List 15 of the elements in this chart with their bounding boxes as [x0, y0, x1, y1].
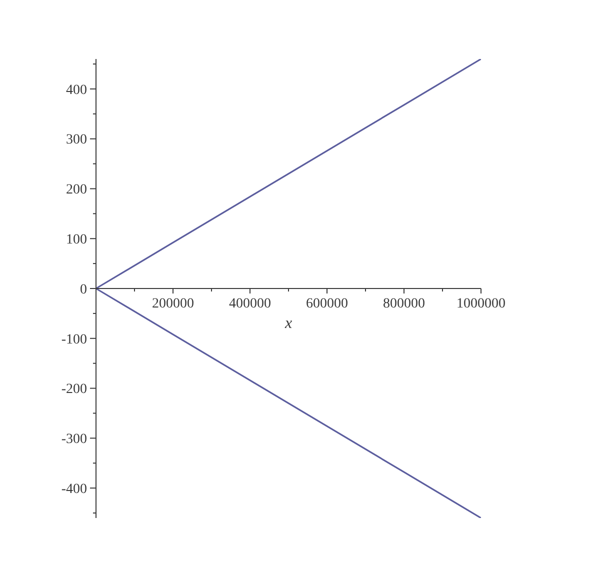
y-tick-label: 300	[66, 132, 87, 148]
y-tick-label: 400	[66, 82, 87, 98]
x-tick-label: 600000	[306, 296, 348, 312]
x-tick-label: 800000	[383, 296, 425, 312]
y-tick-label: 100	[66, 232, 87, 248]
x-tick-label: 200000	[152, 296, 194, 312]
y-tick-label: -200	[61, 382, 87, 398]
y-tick-label: -300	[61, 432, 87, 448]
y-tick-label: 200	[66, 182, 87, 198]
x-axis-title: x	[284, 315, 292, 332]
y-tick-label: -100	[61, 332, 87, 348]
y-tick-label: -400	[61, 482, 87, 497]
x-tick-label: 1000000	[456, 296, 506, 312]
x-tick-label: 400000	[229, 296, 271, 312]
y-tick-label: 0	[80, 282, 87, 298]
